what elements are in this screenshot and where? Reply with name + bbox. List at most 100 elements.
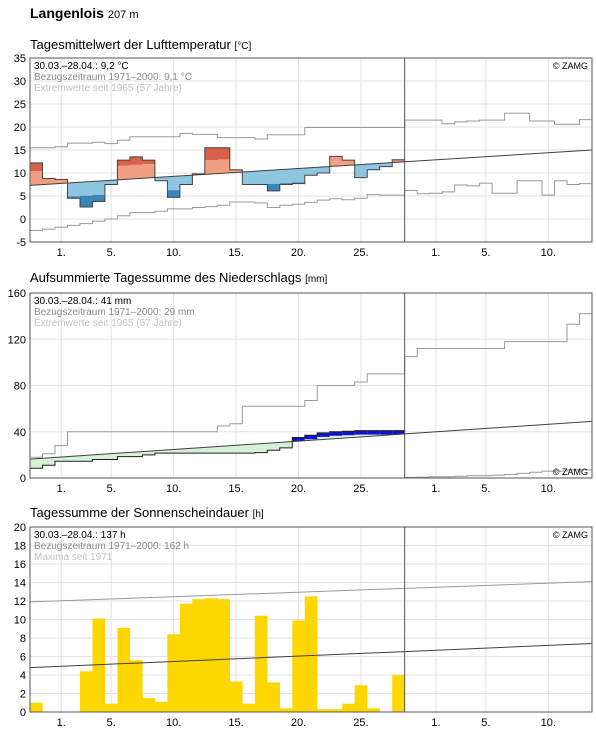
precip-deficit-area xyxy=(92,454,106,460)
temp-day-bar xyxy=(254,170,268,185)
temp-day-bar xyxy=(342,160,355,166)
precip-ytick-label: 80 xyxy=(14,381,26,393)
temp-min-extreme-line xyxy=(30,180,592,231)
sun-day-bar xyxy=(217,599,231,712)
precip-deficit-area xyxy=(192,447,206,454)
temp-day-bar xyxy=(242,171,255,185)
temp-observed-line xyxy=(30,147,405,208)
temp-day-bar xyxy=(179,175,193,185)
sun-day-bar xyxy=(229,681,243,712)
temp-day-bar-strong xyxy=(267,183,280,191)
precip-ytick-label: 0 xyxy=(20,473,26,485)
sun-day-bar xyxy=(317,709,330,712)
sun-day-bar xyxy=(392,675,405,712)
temp-day-bar xyxy=(117,165,131,180)
temp-day-bar-strong xyxy=(67,196,81,199)
temp-copyright: © ZAMG xyxy=(553,61,588,71)
precip-deficit-area xyxy=(254,443,268,453)
temp-day-bar-strong xyxy=(217,147,231,160)
temp-xtick-label: 1. xyxy=(57,247,66,259)
temp-day-bar xyxy=(67,182,81,197)
sun-ytick-label: 2 xyxy=(20,689,26,701)
precip-deficit-area xyxy=(54,457,68,462)
precip-max-extreme-line xyxy=(30,313,592,458)
temperature-unit: [°C] xyxy=(234,41,252,52)
temp-day-bar xyxy=(367,163,380,170)
precip-xtick-label: 1. xyxy=(57,483,66,495)
temp-legend-line: Extremwerte seit 1965 (57 Jahre) xyxy=(34,83,182,94)
precipitation-unit: [mm] xyxy=(305,274,328,285)
temp-day-bar xyxy=(267,170,280,184)
sun-legend-line: 30.03.–28.04.: 137 h xyxy=(34,530,126,541)
temp-day-bar xyxy=(30,171,43,186)
temp-xtick-label: 10. xyxy=(166,247,181,259)
sun-day-bar xyxy=(367,708,380,712)
temp-day-bar xyxy=(167,176,181,191)
precip-deficit-area xyxy=(179,448,193,454)
temp-xtick-label: 1. xyxy=(431,247,440,259)
precip-xtick-label: 25. xyxy=(353,483,368,495)
sun-day-bar xyxy=(179,603,193,712)
temperature-chart-title: Tagesmittelwert der Lufttemperatur [°C] xyxy=(30,37,251,52)
temp-day-bar xyxy=(304,167,318,176)
temp-day-bar xyxy=(329,156,343,167)
temp-day-bar xyxy=(129,164,143,179)
temp-legend-line: Bezugszeitraum 1971–2000: 9,1 °C xyxy=(34,72,192,83)
temp-day-bar-strong xyxy=(204,147,218,161)
sun-day-bar xyxy=(30,702,43,712)
sun-xtick-label: 1. xyxy=(431,717,440,729)
sun-day-bar xyxy=(129,660,143,712)
temp-day-bar xyxy=(292,168,305,183)
precip-ytick-label: 40 xyxy=(14,427,26,439)
station-header: Langenlois 207 m xyxy=(30,5,138,23)
temp-day-bar xyxy=(354,164,368,178)
temp-ytick-label: -5 xyxy=(16,237,26,249)
temp-day-bar xyxy=(229,169,243,173)
sun-day-bar xyxy=(92,618,106,712)
temp-day-bar-strong xyxy=(79,195,93,208)
sun-ytick-label: 0 xyxy=(20,707,26,719)
precip-day-bar xyxy=(367,430,380,435)
temp-ytick-label: 35 xyxy=(14,53,26,65)
sun-day-bar xyxy=(267,682,280,712)
precip-day-bar xyxy=(304,435,318,440)
sun-day-bar xyxy=(354,685,368,712)
sun-xtick-label: 1. xyxy=(57,717,66,729)
temperature-title-text: Tagesmittelwert der Lufttemperatur xyxy=(30,37,231,52)
sun-day-bar xyxy=(279,708,293,712)
temp-plot-frame xyxy=(29,57,593,243)
precip-legend-line: Bezugszeitraum 1971–2000: 29 mm xyxy=(34,307,195,318)
precip-deficit-area xyxy=(154,450,168,454)
temp-day-bar-strong xyxy=(167,190,181,198)
precip-day-bar xyxy=(329,431,343,436)
temp-xtick-label: 10. xyxy=(541,247,556,259)
temp-legend-line: 30.03.–28.04.: 9,2 °C xyxy=(34,61,129,72)
temp-day-bar-strong xyxy=(92,194,106,202)
temp-day-bar-strong xyxy=(279,183,293,185)
precip-day-bar xyxy=(342,431,355,436)
temp-ytick-label: 0 xyxy=(20,214,26,226)
precip-deficit-area xyxy=(267,442,280,451)
precipitation-title-text: Aufsummierte Tagessumme des Niederschlag… xyxy=(30,270,302,285)
temp-day-bar xyxy=(42,178,56,185)
precip-xtick-label: 1. xyxy=(431,483,440,495)
sun-legend-line: Bezugszeitraum 1971–2000: 162 h xyxy=(34,541,189,552)
sun-ytick-label: 4 xyxy=(20,670,26,682)
station-altitude: 207 m xyxy=(107,9,139,21)
sun-ytick-label: 8 xyxy=(20,633,26,645)
temp-day-bar xyxy=(54,179,68,184)
temp-day-bar xyxy=(217,159,231,174)
station-name: Langenlois xyxy=(30,5,104,21)
temp-xtick-label: 15. xyxy=(228,247,243,259)
sun-ytick-label: 14 xyxy=(14,578,26,590)
precip-deficit-area xyxy=(167,449,181,454)
temp-xtick-label: 5. xyxy=(107,247,116,259)
precip-day-bar xyxy=(379,430,393,435)
precip-xtick-label: 10. xyxy=(541,483,556,495)
temp-xtick-label: 20. xyxy=(291,247,306,259)
temp-day-bar-strong xyxy=(292,182,305,184)
temp-day-bar xyxy=(379,162,393,167)
sun-xtick-label: 20. xyxy=(291,717,306,729)
sun-maxima-line xyxy=(29,581,593,603)
temp-day-bar xyxy=(392,159,405,163)
